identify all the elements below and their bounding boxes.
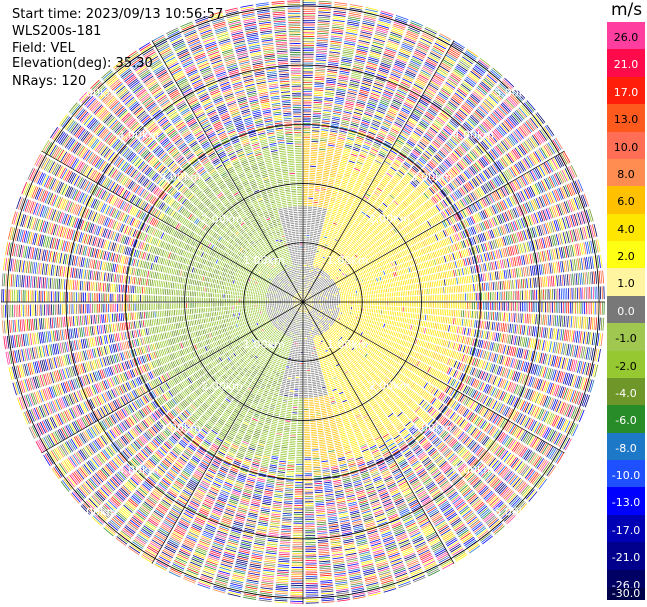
colorbar-unit: m/s bbox=[611, 0, 642, 20]
colorbar-tick-label: 17.0 bbox=[607, 87, 645, 99]
range-ring-label: 1.00km bbox=[327, 338, 369, 351]
elevation-text: Elevation(deg): 35.30 bbox=[12, 55, 153, 72]
range-ring-label: 1.00km bbox=[243, 254, 285, 267]
colorbar-tick-label: 1.0 bbox=[607, 278, 645, 290]
range-ring-label: 2.00km bbox=[201, 380, 243, 393]
range-ring-label: 4.00km bbox=[118, 463, 160, 476]
colorbar-tick-label: -21.0 bbox=[607, 552, 645, 564]
instrument-text: WLS200s-181 bbox=[12, 23, 101, 40]
colorbar-tick-label: 8.0 bbox=[607, 169, 645, 181]
range-ring-label: 5.00km bbox=[494, 87, 536, 100]
colorbar-tick-label: 4.0 bbox=[607, 224, 645, 236]
colorbar-tick-label: 10.0 bbox=[607, 142, 645, 154]
range-ring-label: 3.00km bbox=[159, 170, 201, 183]
range-ring-label: 2.00km bbox=[369, 380, 411, 393]
colorbar-tick-label: -6.0 bbox=[607, 415, 645, 427]
colorbar-tick-label: -1.0 bbox=[607, 333, 645, 345]
range-ring-label: 1.00km bbox=[243, 338, 285, 351]
range-ring-label: 4.00km bbox=[452, 463, 494, 476]
colorbar-tick-label: -4.0 bbox=[607, 388, 645, 400]
start-time-text: Start time: 2023/09/13 10:56:57 bbox=[12, 6, 223, 23]
range-ring-label: 4.00km bbox=[118, 129, 160, 142]
colorbar-tick-label: -13.0 bbox=[607, 497, 645, 509]
nrays-text: NRays: 120 bbox=[12, 73, 86, 90]
range-ring-label: 5.00km bbox=[494, 505, 536, 518]
colorbar-tick-label: -17.0 bbox=[607, 525, 645, 537]
range-ring-label: 3.00km bbox=[411, 170, 453, 183]
colorbar-tick-label: 0.0 bbox=[607, 306, 645, 318]
colorbar-tick-label: 21.0 bbox=[607, 59, 645, 71]
range-ring-label: 4.00km bbox=[452, 129, 494, 142]
colorbar-tick-label: -30.0 bbox=[607, 588, 645, 600]
range-ring-label: 2.00km bbox=[201, 212, 243, 225]
colorbar-tick-label: -10.0 bbox=[607, 470, 645, 482]
colorbar-tick-label: 13.0 bbox=[607, 114, 645, 126]
range-ring-label: 3.00km bbox=[411, 422, 453, 435]
colorbar-tick-label: 2.0 bbox=[607, 251, 645, 263]
range-ring-label: 3.00km bbox=[159, 422, 201, 435]
colorbar-tick-label: -8.0 bbox=[607, 443, 645, 455]
colorbar-tick-label: -2.0 bbox=[607, 361, 645, 373]
range-ring-label: 2.00km bbox=[369, 212, 411, 225]
colorbar-tick-label: 26.0 bbox=[607, 32, 645, 44]
range-ring-label: 5.00km bbox=[76, 505, 118, 518]
range-ring-label: 1.00km bbox=[327, 254, 369, 267]
colorbar-tick-label: 6.0 bbox=[607, 196, 645, 208]
